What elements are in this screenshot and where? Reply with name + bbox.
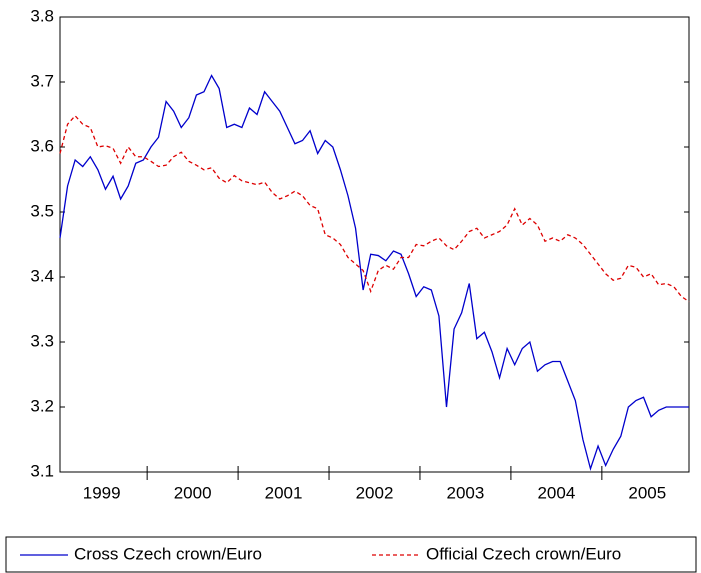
y-tick-label: 3.4 [30, 266, 54, 285]
x-tick-label: 2002 [356, 483, 394, 502]
legend-frame [5, 536, 697, 573]
x-tick-label: 1999 [83, 483, 121, 502]
y-tick-label: 3.5 [30, 201, 54, 220]
y-tick-label: 3.7 [30, 71, 54, 90]
x-tick-label: 2005 [628, 483, 666, 502]
x-tick-label: 2003 [447, 483, 485, 502]
legend-label: Official Czech crown/Euro [426, 544, 621, 563]
x-tick-label: 2004 [537, 483, 575, 502]
y-tick-label: 3.2 [30, 396, 54, 415]
y-tick-label: 3.8 [30, 6, 54, 25]
y-tick-label: 3.6 [30, 136, 54, 155]
x-tick-label: 2001 [265, 483, 303, 502]
legend-label: Cross Czech crown/Euro [74, 544, 262, 563]
x-tick-label: 2000 [174, 483, 212, 502]
y-tick-label: 3.3 [30, 331, 54, 350]
series-line [59, 114, 690, 303]
series-line [59, 74, 689, 472]
y-tick-label: 3.1 [30, 461, 54, 480]
plot-frame [59, 16, 690, 473]
